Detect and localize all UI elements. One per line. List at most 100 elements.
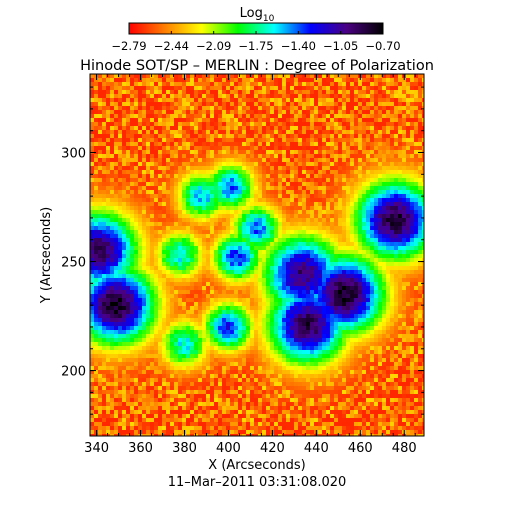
heatmap-cell: [138, 138, 143, 143]
heatmap-cell: [238, 254, 243, 259]
heatmap-cell: [310, 94, 315, 99]
heatmap-cell: [218, 166, 223, 171]
heatmap-cell: [406, 134, 411, 139]
heatmap-cell: [110, 130, 115, 135]
heatmap-cell: [410, 154, 415, 159]
heatmap-cell: [170, 286, 175, 291]
heatmap-cell: [338, 150, 343, 155]
heatmap-cell: [398, 166, 403, 171]
heatmap-cell: [226, 210, 231, 215]
heatmap-cell: [222, 118, 227, 123]
heatmap-cell: [258, 298, 263, 303]
heatmap-cell: [310, 130, 315, 135]
heatmap-cell: [370, 174, 375, 179]
heatmap-cell: [142, 106, 147, 111]
heatmap-cell: [326, 138, 331, 143]
heatmap-cell: [374, 166, 379, 171]
heatmap-cell: [418, 238, 423, 243]
heatmap-cell: [138, 258, 143, 263]
heatmap-cell: [294, 114, 299, 119]
heatmap-cell: [318, 78, 323, 83]
heatmap-cell: [190, 102, 195, 107]
heatmap-cell: [130, 274, 135, 279]
heatmap-cell: [110, 302, 115, 307]
heatmap-cell: [166, 94, 171, 99]
heatmap-cell: [122, 274, 127, 279]
heatmap-cell: [102, 106, 107, 111]
heatmap-cell: [142, 202, 147, 207]
heatmap-cell: [162, 118, 167, 123]
heatmap-cell: [422, 222, 424, 227]
heatmap-cell: [274, 214, 279, 219]
heatmap-cell: [254, 210, 259, 215]
heatmap-cell: [166, 266, 171, 271]
heatmap-cell: [310, 182, 315, 187]
heatmap-cell: [190, 234, 195, 239]
heatmap-cell: [174, 174, 179, 179]
heatmap-cell: [158, 174, 163, 179]
heatmap-cell: [126, 270, 131, 275]
heatmap-cell: [274, 158, 279, 163]
heatmap-cell: [162, 202, 167, 207]
heatmap-cell: [94, 250, 99, 255]
heatmap-cell: [218, 118, 223, 123]
heatmap-cell: [298, 134, 303, 139]
heatmap-cell: [362, 274, 367, 279]
heatmap-cell: [198, 246, 203, 251]
heatmap-cell: [250, 218, 255, 223]
heatmap-cell: [414, 166, 419, 171]
heatmap-cell: [166, 110, 171, 115]
heatmap-cell: [130, 182, 135, 187]
heatmap-cell: [306, 202, 311, 207]
heatmap-cell: [138, 154, 143, 159]
heatmap-cell: [166, 226, 171, 231]
heatmap-cell: [98, 226, 103, 231]
heatmap-cell: [206, 146, 211, 151]
heatmap-cell: [338, 78, 343, 83]
heatmap-cell: [162, 94, 167, 99]
heatmap-cell: [94, 226, 99, 231]
heatmap-cell: [218, 242, 223, 247]
heatmap-cell: [138, 86, 143, 91]
heatmap-cell: [342, 118, 347, 123]
heatmap-cell: [234, 306, 239, 311]
heatmap-cell: [182, 154, 187, 159]
heatmap-cell: [106, 114, 111, 119]
heatmap-cell: [374, 138, 379, 143]
heatmap-cell: [110, 190, 115, 195]
heatmap-cell: [386, 170, 391, 175]
heatmap-cell: [310, 170, 315, 175]
heatmap-cell: [358, 162, 363, 167]
heatmap-cell: [198, 130, 203, 135]
heatmap-cell: [254, 146, 259, 151]
heatmap-cell: [394, 74, 399, 79]
heatmap-cell: [230, 206, 235, 211]
heatmap-cell: [302, 122, 307, 127]
heatmap-cell: [298, 98, 303, 103]
heatmap-cell: [318, 82, 323, 87]
heatmap-cell: [146, 134, 151, 139]
heatmap-cell: [270, 262, 275, 267]
heatmap-cell: [366, 182, 371, 187]
heatmap-cell: [166, 246, 171, 251]
heatmap-cell: [414, 306, 419, 311]
heatmap-cell: [90, 246, 95, 251]
heatmap-cell: [294, 246, 299, 251]
heatmap-cell: [418, 294, 423, 299]
heatmap-cell: [118, 126, 123, 131]
heatmap-cell: [166, 218, 171, 223]
heatmap-cell: [254, 110, 259, 115]
heatmap-cell: [346, 274, 351, 279]
heatmap-cell: [374, 214, 379, 219]
heatmap-cell: [354, 186, 359, 191]
heatmap-cell: [158, 102, 163, 107]
heatmap-cell: [218, 190, 223, 195]
heatmap-cell: [302, 234, 307, 239]
heatmap-cell: [414, 190, 419, 195]
heatmap-cell: [282, 126, 287, 131]
heatmap-cell: [354, 150, 359, 155]
heatmap-cell: [298, 274, 303, 279]
heatmap-cell: [334, 86, 339, 91]
heatmap-cell: [106, 170, 111, 175]
heatmap-cell: [302, 302, 307, 307]
